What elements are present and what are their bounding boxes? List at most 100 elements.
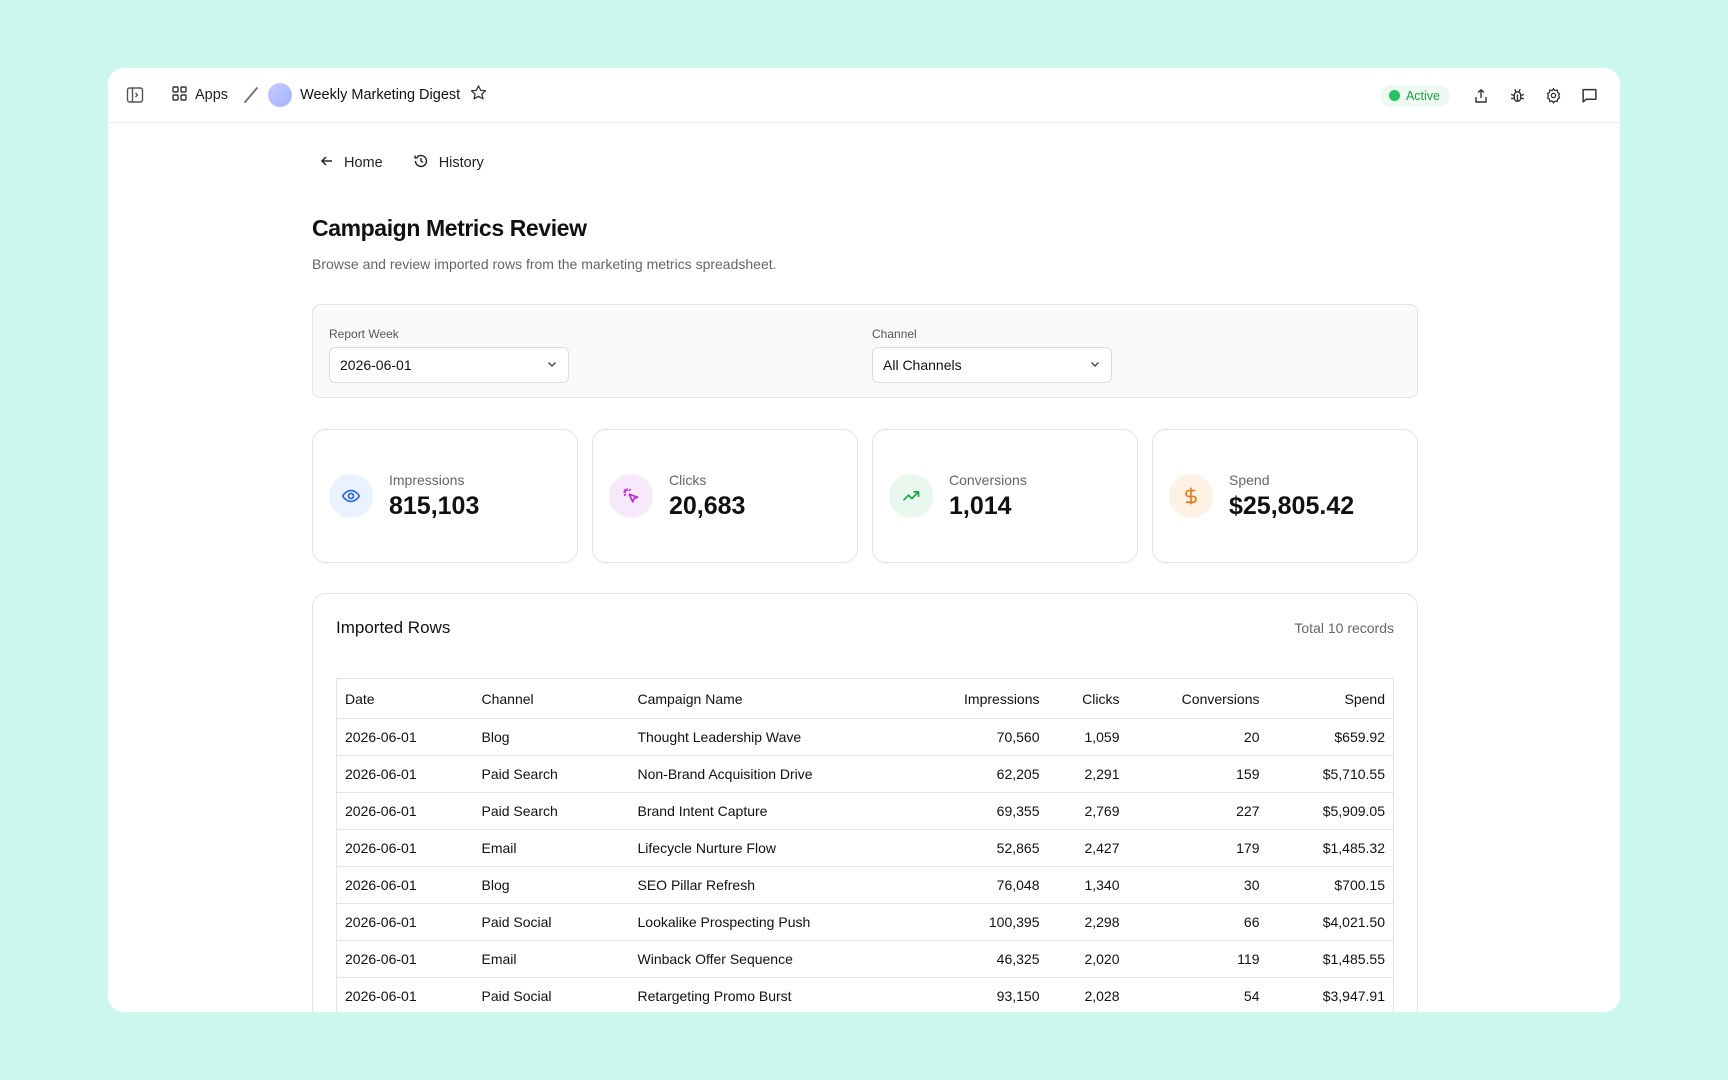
table-row[interactable]: 2026-06-01 Paid Search Non-Brand Acquisiti…	[336, 755, 1394, 793]
table-cell: 2026-06-01	[336, 940, 474, 978]
report-week-select[interactable]: 2026-06-01	[329, 347, 569, 383]
page-title: Campaign Metrics Review	[312, 215, 587, 241]
spend-value: $25,805.42	[1229, 491, 1355, 520]
table-cell: 2,291	[1047, 755, 1128, 793]
conversions-label: Conversions	[949, 471, 1027, 488]
record-count: Total 10 records	[1294, 620, 1394, 636]
impressions-label: Impressions	[389, 471, 465, 488]
channel-filter: Channel All Channels	[872, 327, 1112, 383]
table-cell: 227	[1127, 792, 1268, 830]
table-cell: 1,340	[1047, 866, 1128, 904]
apps-button[interactable]: Apps	[172, 85, 229, 105]
status-label: Active	[1405, 88, 1440, 103]
table-cell: 2026-06-01	[336, 866, 474, 904]
table-row[interactable]: 2026-06-01 Blog SEO Pillar Refresh 76,048 1,…	[336, 866, 1394, 904]
table-row[interactable]: 2026-06-01 Blog Thought Leadership Wave 70,…	[336, 718, 1394, 756]
table-cell: $5,710.55	[1267, 755, 1394, 793]
table-cell: 70,560	[935, 718, 1048, 756]
conversions-card: Conversions 1,014	[872, 429, 1138, 563]
apps-label: Apps	[195, 87, 229, 103]
filter-panel: Report Week 2026-06-01 Channel All Chann…	[312, 304, 1418, 398]
table-cell: 179	[1127, 829, 1268, 867]
spend-label: Spend	[1229, 471, 1270, 488]
table-cell: Blog	[473, 866, 630, 904]
table-cell: 2,769	[1047, 792, 1128, 830]
table-cell: Blog	[473, 718, 630, 756]
home-link[interactable]: Home	[320, 153, 383, 173]
chevron-down-icon	[546, 357, 558, 373]
share-icon[interactable]	[1470, 85, 1492, 107]
table-cell: Paid Search	[473, 755, 630, 793]
table-cell: Winback Offer Sequence	[629, 940, 936, 978]
table-cell: 62,205	[935, 755, 1048, 793]
table-cell: $3,947.91	[1267, 977, 1394, 1012]
table-cell: Non-Brand Acquisition Drive	[629, 755, 936, 793]
table-cell: 2026-06-01	[336, 829, 474, 867]
table-cell: $1,485.55	[1267, 940, 1394, 978]
history-link[interactable]: History	[413, 153, 484, 173]
table-cell: 2,298	[1047, 903, 1128, 941]
table-header-row: Date Channel Campaign Name Impressions C…	[336, 678, 1394, 719]
table-cell: 2026-06-01	[336, 718, 474, 756]
history-label: History	[438, 155, 484, 171]
table-cell: Email	[473, 940, 630, 978]
table-cell: Lookalike Prospecting Push	[629, 903, 936, 941]
table-cell: Paid Social	[473, 903, 630, 941]
report-week-label: Report Week	[329, 327, 399, 341]
clicks-label: Clicks	[669, 471, 707, 488]
channel-select[interactable]: All Channels	[872, 347, 1112, 383]
panel-title: Imported Rows	[336, 618, 451, 637]
table-cell: Retargeting Promo Burst	[629, 977, 936, 1012]
clicks-card: Clicks 20,683	[592, 429, 858, 563]
table-cell: 52,865	[935, 829, 1048, 867]
trending-up-icon	[889, 474, 933, 518]
column-header[interactable]: Channel	[473, 678, 630, 719]
status-dot	[1388, 90, 1400, 101]
conversions-value: 1,014	[949, 491, 1012, 520]
page-subtitle: Browse and review imported rows from the…	[312, 256, 777, 272]
impressions-value: 815,103	[389, 491, 480, 520]
table-cell: $659.92	[1267, 718, 1394, 756]
page-nav: Home History	[320, 153, 1418, 173]
gear-icon[interactable]	[1542, 85, 1564, 107]
column-header[interactable]: Date	[336, 678, 474, 719]
star-icon[interactable]	[470, 84, 487, 106]
column-header[interactable]: Impressions	[935, 678, 1048, 719]
table-cell: 159	[1127, 755, 1268, 793]
column-header[interactable]: Campaign Name	[629, 678, 936, 719]
table-cell: Paid Social	[473, 977, 630, 1012]
table-cell: 2026-06-01	[336, 903, 474, 941]
table-cell: 93,150	[935, 977, 1048, 1012]
sidebar-toggle-icon[interactable]	[124, 84, 146, 106]
column-header[interactable]: Spend	[1267, 678, 1394, 719]
app-title[interactable]: Weekly Marketing Digest	[300, 87, 461, 103]
metric-cards: Impressions 815,103 Clicks 20,683 Conv	[312, 429, 1418, 563]
table-cell: 54	[1127, 977, 1268, 1012]
column-header[interactable]: Conversions	[1127, 678, 1268, 719]
clicks-value: 20,683	[669, 491, 746, 520]
imported-rows-panel: Imported Rows Total 10 records Date Chan…	[312, 593, 1418, 1012]
app-avatar	[268, 83, 293, 107]
chat-icon[interactable]	[1578, 85, 1600, 107]
grid-icon	[172, 85, 187, 105]
column-header[interactable]: Clicks	[1047, 678, 1128, 719]
bug-icon[interactable]	[1506, 85, 1528, 107]
channel-label: Channel	[872, 327, 917, 341]
table-cell: Brand Intent Capture	[629, 792, 936, 830]
data-table: Date Channel Campaign Name Impressions C…	[336, 678, 1394, 1012]
table-cell: 46,325	[935, 940, 1048, 978]
report-week-filter: Report Week 2026-06-01	[329, 327, 569, 383]
table-row[interactable]: 2026-06-01 Email Lifecycle Nurture Flow 52,…	[336, 829, 1394, 867]
spend-card: Spend $25,805.42	[1152, 429, 1418, 563]
table-row[interactable]: 2026-06-01 Paid Search Brand Intent Captur…	[336, 792, 1394, 830]
pointer-click-icon	[609, 474, 653, 518]
top-bar: Apps Weekly Marketing Digest Active	[108, 68, 1620, 123]
table-cell: 2,028	[1047, 977, 1128, 1012]
table-row[interactable]: 2026-06-01 Email Winback Offer Sequence 46,…	[336, 940, 1394, 978]
table-cell: 1,059	[1047, 718, 1128, 756]
table-cell: $5,909.05	[1267, 792, 1394, 830]
table-row[interactable]: 2026-06-01 Paid Social Retargeting Promo B…	[336, 977, 1394, 1012]
table-row[interactable]: 2026-06-01 Paid Social Lookalike Prospecti…	[336, 903, 1394, 941]
status-badge: Active	[1379, 84, 1450, 107]
table-cell: 20	[1127, 718, 1268, 756]
